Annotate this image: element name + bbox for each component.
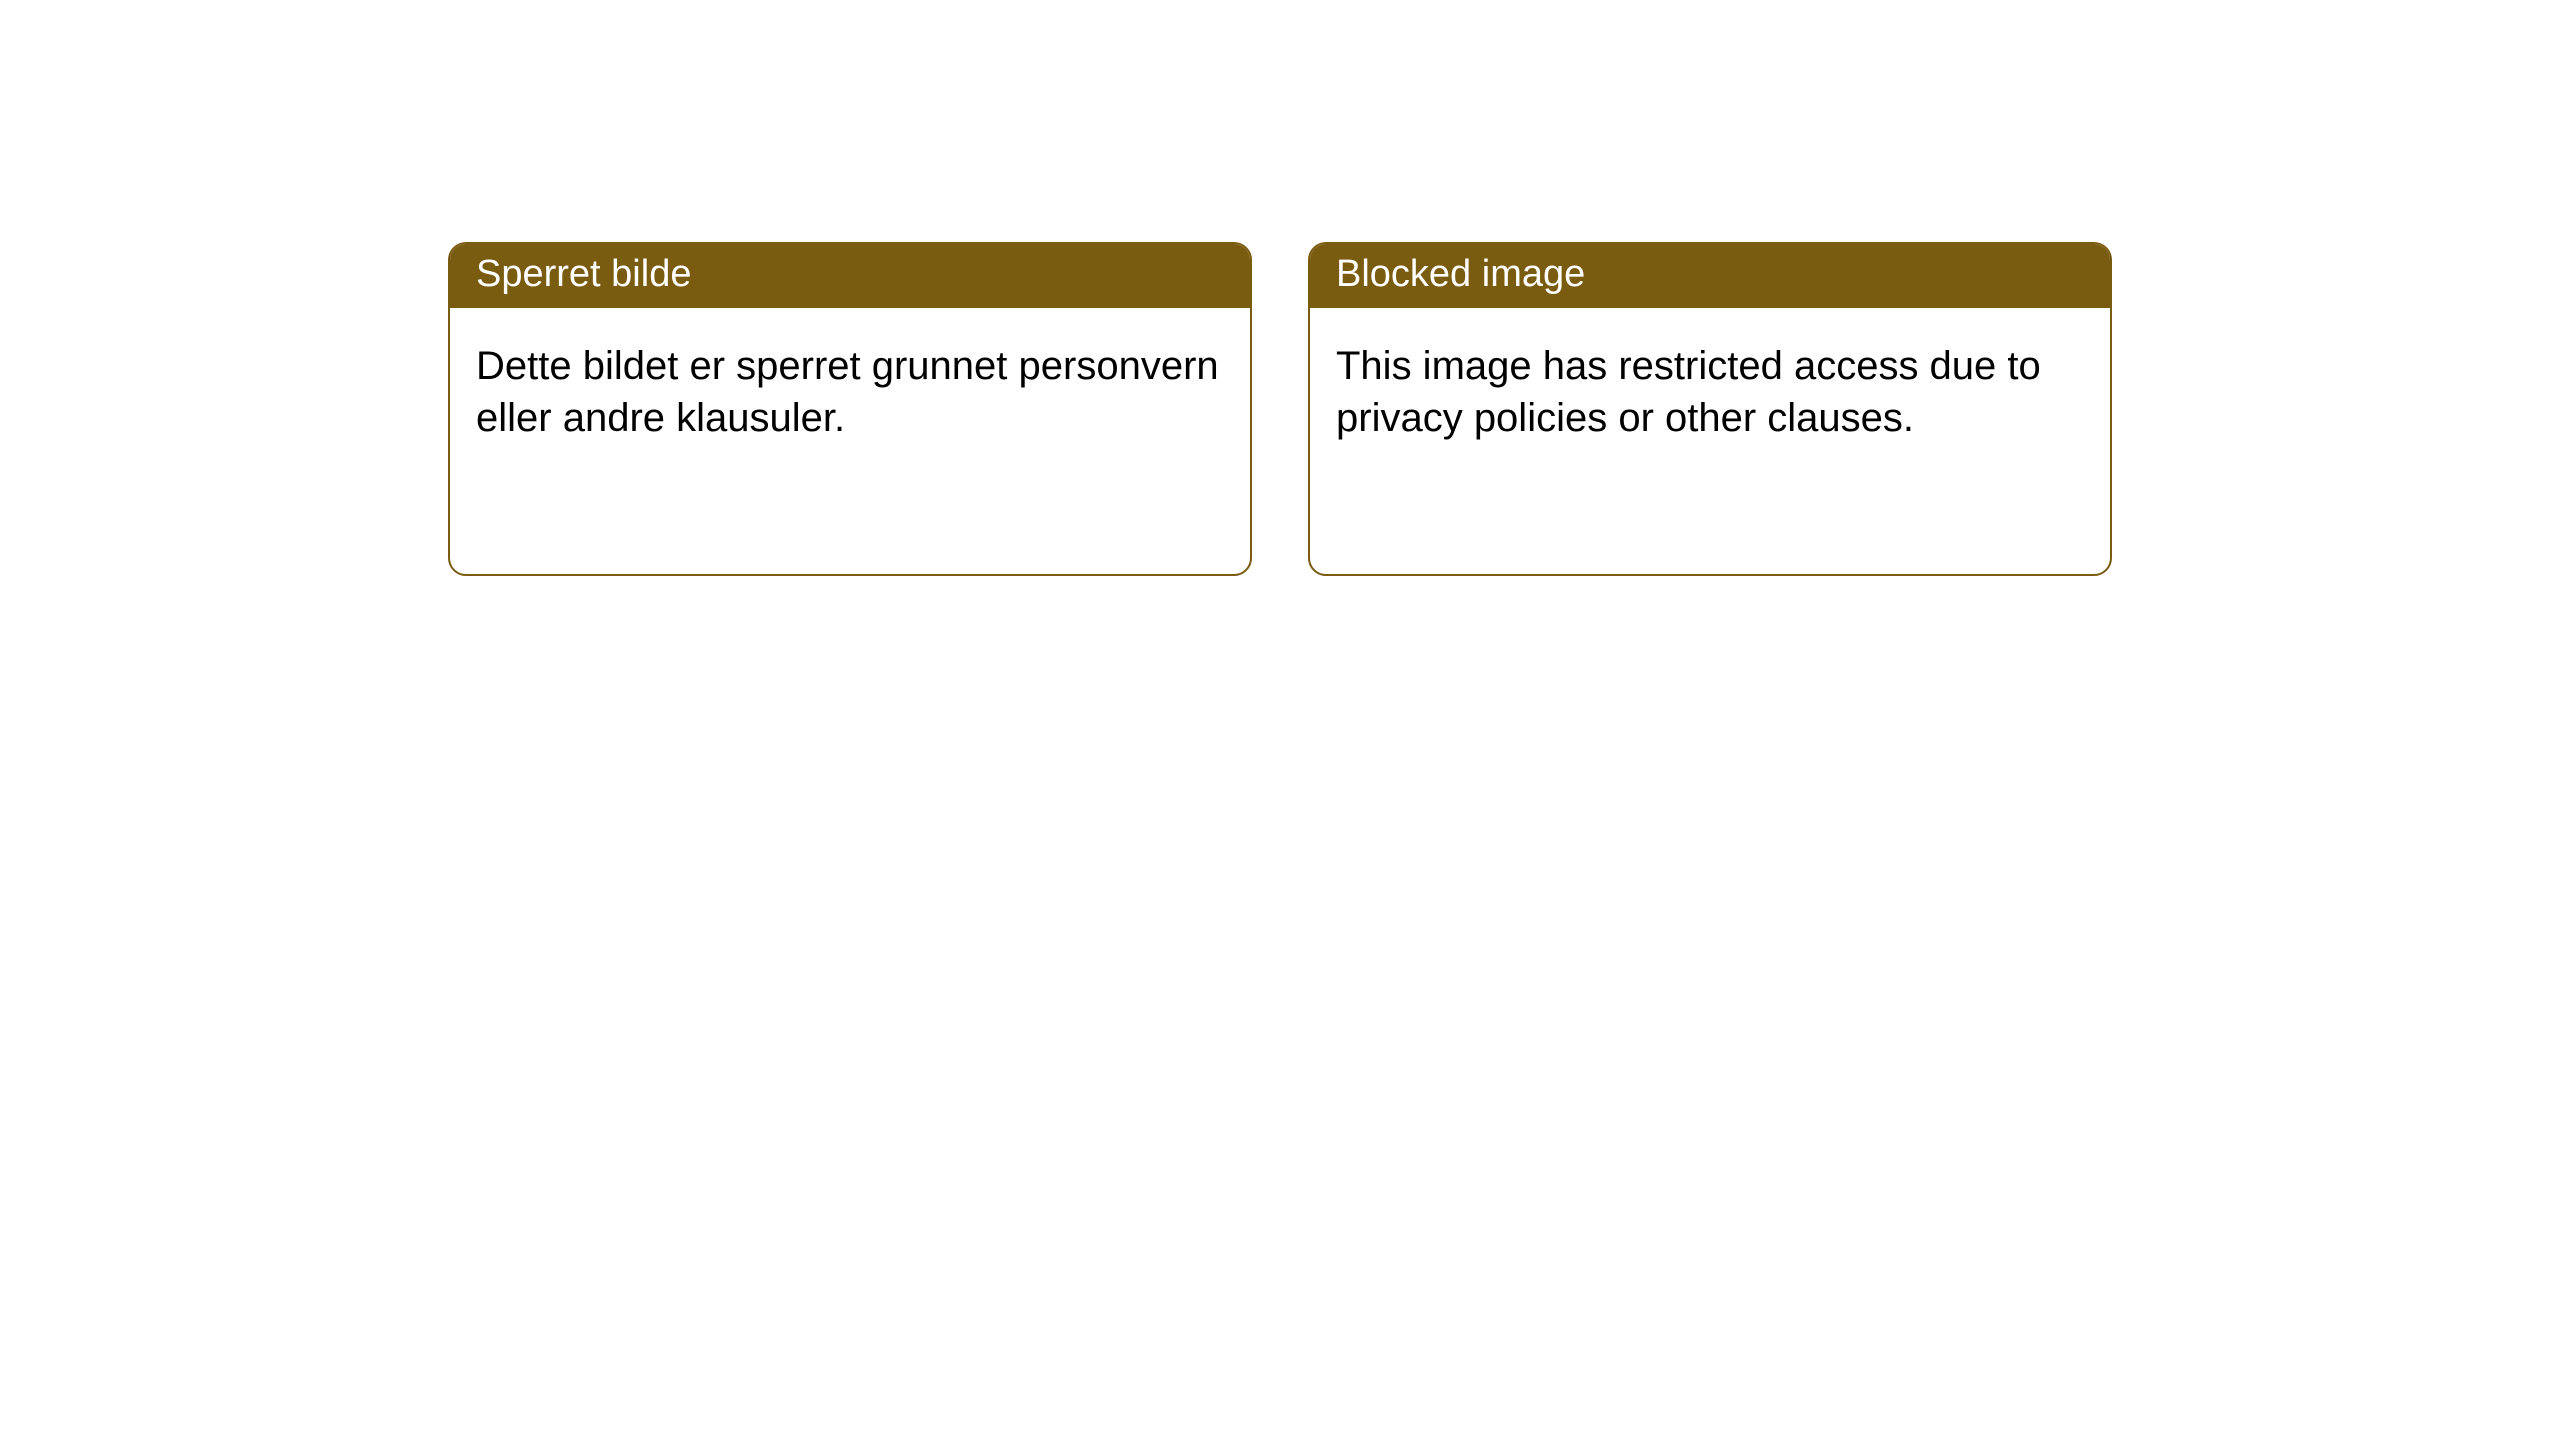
notice-body: This image has restricted access due to … (1310, 308, 2110, 468)
notice-body: Dette bildet er sperret grunnet personve… (450, 308, 1250, 468)
notice-card-norwegian: Sperret bilde Dette bildet er sperret gr… (448, 242, 1252, 576)
notice-container: Sperret bilde Dette bildet er sperret gr… (0, 0, 2560, 576)
notice-header: Blocked image (1310, 244, 2110, 308)
notice-card-english: Blocked image This image has restricted … (1308, 242, 2112, 576)
notice-header: Sperret bilde (450, 244, 1250, 308)
